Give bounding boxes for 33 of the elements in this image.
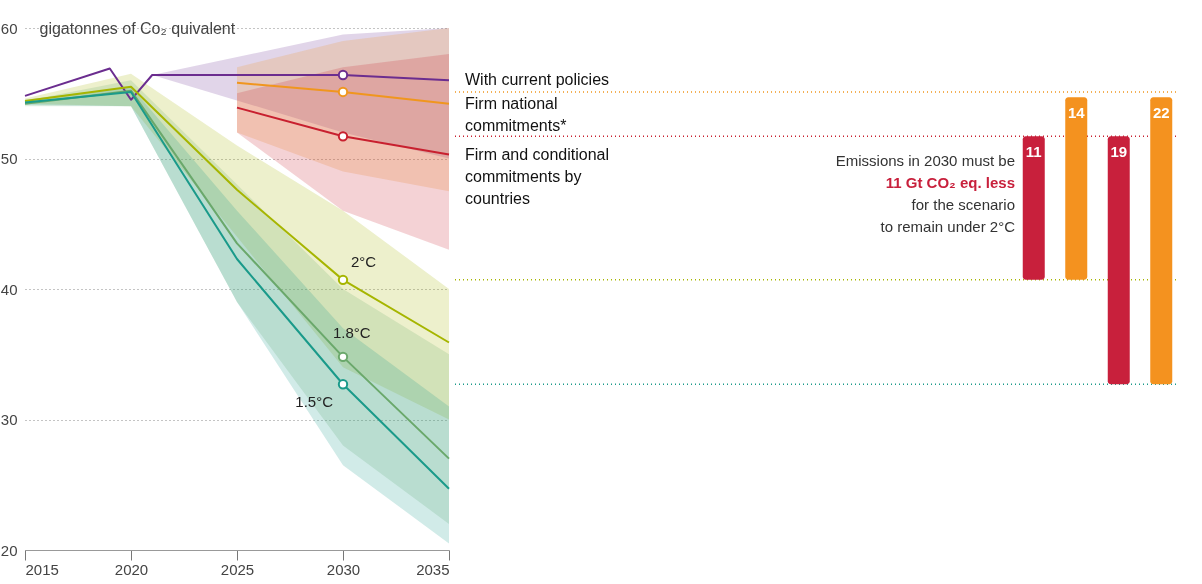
series-label: 2°C (351, 252, 377, 270)
annotation: for the scenario (911, 196, 1015, 213)
y-axis-title: gigatonnes of Co₂ quivalent (39, 19, 236, 37)
data-label: 14 (1067, 104, 1086, 122)
series-label: 1.5°C (295, 393, 334, 411)
series-label: Firm national commitments* (465, 94, 567, 134)
y-tick-label: 60 (0, 19, 18, 37)
point (337, 131, 349, 142)
annotation: Emissions in 2030 must be (835, 152, 1015, 169)
annotation: 11 Gt CO₂ eq. less (885, 174, 1015, 191)
point (337, 351, 349, 363)
y-tick-label: 50 (0, 150, 18, 167)
data-label: 11 (1025, 143, 1042, 161)
x-tick-label: 2030 (326, 560, 361, 578)
data-label: 22 (1152, 104, 1170, 122)
series-label: 1.8°C (333, 323, 371, 341)
x-tick-label: 2025 (220, 560, 255, 578)
data-label: 19 (1110, 143, 1128, 161)
series-label: Firm and conditional commitments by countries (465, 145, 610, 207)
x-tick-label: 2035 (416, 560, 450, 578)
series-label: With current policies (465, 71, 610, 89)
annotation: to remain under 2°C (880, 218, 1016, 235)
x-tick-label: 2015 (25, 560, 59, 578)
x-tick-label: 2020 (114, 560, 149, 578)
point (337, 69, 349, 81)
line-series (24, 85, 450, 344)
point (337, 379, 349, 390)
y-tick-label: 30 (0, 411, 18, 428)
line-series (24, 67, 450, 101)
y-tick-label: 20 (0, 541, 18, 559)
point (337, 274, 349, 286)
y-tick-label: 40 (0, 280, 18, 298)
point (337, 86, 349, 98)
